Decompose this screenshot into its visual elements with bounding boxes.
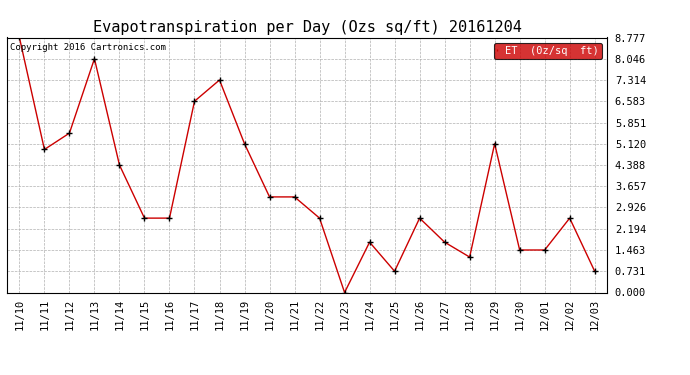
Legend: ET  (0z/sq  ft): ET (0z/sq ft) [493, 43, 602, 59]
Title: Evapotranspiration per Day (Ozs sq/ft) 20161204: Evapotranspiration per Day (Ozs sq/ft) 2… [92, 20, 522, 35]
Text: Copyright 2016 Cartronics.com: Copyright 2016 Cartronics.com [10, 43, 166, 52]
